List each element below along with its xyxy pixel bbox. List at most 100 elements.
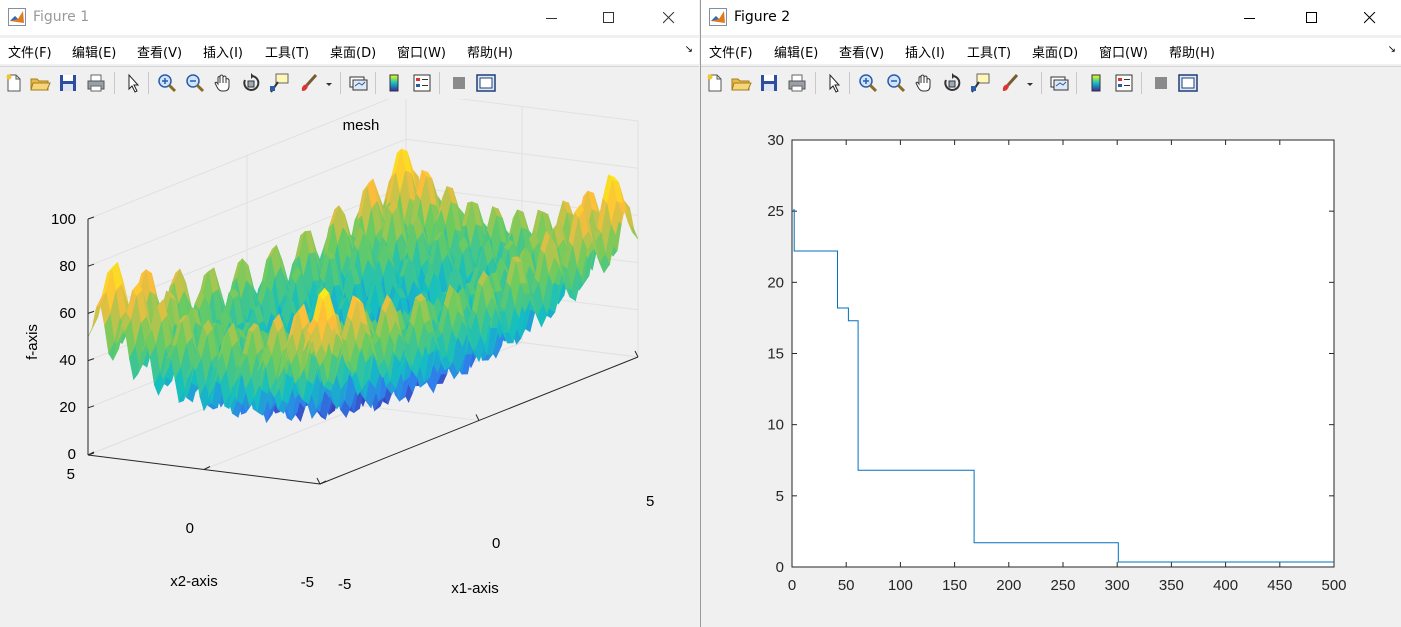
- x1-tick: [316, 477, 321, 485]
- brush-dropdown[interactable]: [1023, 72, 1037, 94]
- menu-insert[interactable]: 插入(I): [905, 46, 945, 61]
- brush-icon: [301, 73, 318, 91]
- data-cursor-button[interactable]: [969, 72, 991, 94]
- dock-arrow-icon[interactable]: ↘: [684, 44, 693, 55]
- mesh-surface-axes[interactable]: mesh 100 80 60 40 20 0 f-axis 5 0 -5 x2-…: [0, 91, 699, 627]
- data-tip-icon: [270, 73, 289, 93]
- rotate-3d-icon: [243, 73, 260, 91]
- close-icon: [663, 11, 675, 23]
- plot-title: mesh: [343, 117, 380, 134]
- line-chart-axes[interactable]: 0 50 100 150 200 250 300 350 400 450 500 0 5 10 15 20 25…: [701, 99, 1401, 627]
- minimize-button[interactable]: [1227, 0, 1273, 35]
- brush-button[interactable]: [999, 72, 1021, 94]
- colorbar-button[interactable]: [383, 72, 405, 94]
- x-tick-label: 200: [996, 577, 1021, 594]
- z-tick-label: 80: [59, 258, 76, 275]
- x2-tick-label: -5: [301, 574, 314, 591]
- brush-dropdown[interactable]: [322, 72, 336, 94]
- x1-tick: [634, 350, 639, 358]
- show-plot-tools-button[interactable]: [1177, 72, 1199, 94]
- z-tick: [87, 310, 95, 314]
- open-file-button[interactable]: [730, 72, 752, 94]
- series-line: [793, 209, 1334, 563]
- hide-plot-tools-button[interactable]: [1150, 72, 1172, 94]
- x-tick-label: 400: [1213, 577, 1238, 594]
- z-tick-label: 40: [59, 352, 76, 369]
- close-button[interactable]: [646, 0, 692, 35]
- legend-icon: [413, 74, 431, 92]
- save-button[interactable]: [758, 72, 780, 94]
- colorbar-button[interactable]: [1085, 72, 1107, 94]
- data-cursor-button[interactable]: [268, 72, 290, 94]
- folder-open-icon: [30, 78, 51, 91]
- menu-desktop[interactable]: 桌面(D): [330, 46, 377, 61]
- pointer-arrow-icon: [829, 73, 841, 93]
- hand-pan-icon: [214, 74, 230, 92]
- menu-tools[interactable]: 工具(T): [967, 46, 1012, 61]
- dock-arrow-icon[interactable]: ↘: [1387, 44, 1396, 55]
- close-button[interactable]: [1347, 0, 1393, 35]
- hide-plot-tools-button[interactable]: [448, 72, 470, 94]
- x-tick-label: 0: [788, 577, 796, 594]
- new-figure-button[interactable]: [3, 72, 25, 94]
- pan-button[interactable]: [212, 72, 234, 94]
- link-plot-button[interactable]: [1048, 72, 1070, 94]
- x-tick-label: 500: [1321, 577, 1346, 594]
- menu-help[interactable]: 帮助(H): [467, 46, 513, 61]
- legend-button[interactable]: [1113, 72, 1135, 94]
- folder-open-icon: [731, 78, 752, 91]
- link-plot-button[interactable]: [347, 72, 369, 94]
- print-icon: [788, 74, 806, 92]
- open-file-button[interactable]: [29, 72, 51, 94]
- x1-tick-label: 5: [646, 493, 654, 510]
- chevron-down-icon: [1027, 83, 1033, 86]
- menu-view[interactable]: 查看(V): [839, 46, 885, 61]
- show-tools-icon: [476, 74, 496, 92]
- figure-toolbar: [0, 66, 699, 100]
- menu-tools[interactable]: 工具(T): [265, 46, 310, 61]
- edit-plot-button[interactable]: [823, 72, 845, 94]
- zoom-out-button[interactable]: [885, 72, 907, 94]
- maximize-icon: [1306, 11, 1317, 23]
- z-tick-label: 20: [59, 399, 76, 416]
- menu-file[interactable]: 文件(F): [8, 46, 52, 61]
- x2-tick: [319, 480, 327, 485]
- zoom-in-button[interactable]: [156, 72, 178, 94]
- menu-view[interactable]: 查看(V): [137, 46, 183, 61]
- z-axis-label: f-axis: [24, 324, 41, 360]
- menu-window[interactable]: 窗口(W): [397, 46, 446, 61]
- title-bar: Figure 2: [701, 0, 1401, 35]
- menu-window[interactable]: 窗口(W): [1099, 46, 1148, 61]
- figure-1-canvas: mesh 100 80 60 40 20 0 f-axis 5 0 -5 x2-…: [0, 91, 699, 627]
- rotate-3d-button[interactable]: [941, 72, 963, 94]
- brush-button[interactable]: [298, 72, 320, 94]
- zoom-out-button[interactable]: [184, 72, 206, 94]
- print-button[interactable]: [85, 72, 107, 94]
- new-figure-button[interactable]: [704, 72, 726, 94]
- menu-help[interactable]: 帮助(H): [1169, 46, 1215, 61]
- minimize-button[interactable]: [529, 0, 575, 35]
- pan-button[interactable]: [913, 72, 935, 94]
- zoom-in-button[interactable]: [857, 72, 879, 94]
- maximize-button[interactable]: [1289, 0, 1335, 35]
- plot-box: [791, 139, 1335, 568]
- menu-desktop[interactable]: 桌面(D): [1032, 46, 1079, 61]
- show-plot-tools-button[interactable]: [475, 72, 497, 94]
- hide-tools-icon: [1155, 77, 1167, 89]
- legend-button[interactable]: [411, 72, 433, 94]
- edit-plot-button[interactable]: [122, 72, 144, 94]
- menu-edit[interactable]: 编辑(E): [774, 46, 819, 61]
- menu-edit[interactable]: 编辑(E): [72, 46, 117, 61]
- rotate-3d-icon: [944, 73, 961, 91]
- maximize-button[interactable]: [586, 0, 632, 35]
- print-icon: [87, 74, 105, 92]
- print-button[interactable]: [786, 72, 808, 94]
- menu-insert[interactable]: 插入(I): [203, 46, 243, 61]
- save-button[interactable]: [57, 72, 79, 94]
- y-tick-label: 25: [767, 203, 784, 220]
- legend-icon: [1115, 74, 1133, 92]
- rotate-3d-button[interactable]: [240, 72, 262, 94]
- menu-file[interactable]: 文件(F): [709, 46, 753, 61]
- y-tick-label: 15: [767, 346, 784, 363]
- z-tick-label: 0: [68, 446, 76, 463]
